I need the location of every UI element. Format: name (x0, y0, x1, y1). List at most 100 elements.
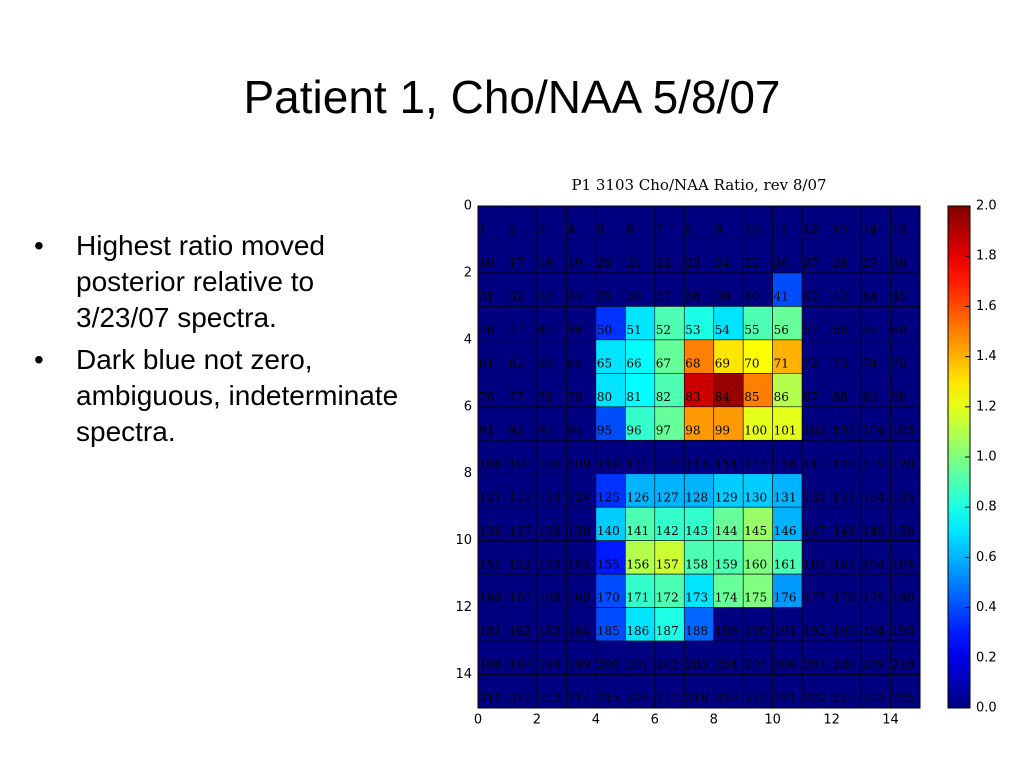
cell-label: 136 (479, 524, 502, 538)
cell-label: 131 (774, 490, 797, 504)
cell-label: 85 (744, 390, 759, 404)
heatmap-cell (713, 339, 744, 374)
cell-label: 152 (508, 557, 531, 571)
cell-label: 23 (685, 256, 700, 270)
heatmap-cell (595, 239, 626, 274)
x-tick-label: 2 (533, 713, 541, 728)
cell-label: 113 (685, 457, 708, 471)
cell-label: 91 (479, 423, 494, 437)
cell-label: 7 (656, 223, 664, 237)
heatmap-cell (566, 272, 597, 307)
cell-label: 9 (715, 223, 723, 237)
cell-label: 89 (862, 390, 877, 404)
heatmap-cell (507, 540, 538, 575)
cell-label: 11 (774, 223, 789, 237)
heatmap-cell (772, 205, 803, 240)
cell-label: 191 (774, 624, 797, 638)
heatmap-cell (801, 439, 832, 475)
y-tick-label: 14 (455, 667, 472, 682)
cell-label: 208 (833, 658, 856, 672)
heatmap-cell (772, 674, 803, 709)
heatmap-cell (477, 306, 508, 341)
cell-label: 162 (803, 557, 826, 571)
cell-label: 21 (626, 256, 641, 270)
y-tick-label: 6 (464, 399, 472, 414)
cell-label: 71 (774, 356, 789, 370)
colorbar-tick-label: 1.6 (976, 299, 997, 314)
cell-label: 190 (744, 624, 767, 638)
cell-label: 44 (862, 290, 878, 304)
heatmap-cell (625, 674, 656, 709)
heatmap-cell (831, 640, 862, 675)
heatmap-cell (507, 506, 538, 541)
cell-label: 122 (508, 490, 531, 504)
heatmap-cell (683, 373, 715, 408)
heatmap-cell (831, 205, 862, 240)
cell-label: 173 (685, 591, 708, 605)
cell-label: 188 (685, 624, 708, 638)
cell-label: 194 (862, 624, 885, 638)
heatmap-cell (654, 239, 685, 274)
cell-label: 30 (892, 256, 907, 270)
heatmap-cell (536, 306, 567, 341)
cell-label: 172 (656, 591, 679, 605)
cell-label: 66 (626, 356, 641, 370)
heatmap-cell (536, 439, 567, 475)
heatmap-cell (772, 640, 803, 675)
cell-label: 210 (892, 658, 915, 672)
y-tick-label: 8 (464, 466, 472, 481)
cell-label: 180 (892, 591, 915, 605)
cell-label: 193 (833, 624, 856, 638)
cell-label: 41 (774, 290, 789, 304)
heatmap-cell (654, 473, 685, 508)
chart-title: P1 3103 Cho/NAA Ratio, rev 8/07 (571, 176, 826, 194)
cell-label: 154 (567, 557, 590, 571)
cell-label: 176 (774, 591, 797, 605)
heatmap-cell (890, 272, 921, 307)
cell-label: 98 (685, 423, 700, 437)
heatmap-cell (742, 640, 773, 675)
heatmap-cell (801, 339, 832, 374)
cell-label: 84 (715, 390, 731, 404)
cell-label: 118 (833, 457, 856, 471)
heatmap-cell (742, 406, 773, 441)
heatmap-cell (654, 406, 685, 441)
heatmap-cell (772, 272, 803, 307)
cell-label: 142 (656, 524, 679, 538)
heatmap-cell (654, 573, 685, 608)
colorbar-tick-label: 1.4 (976, 349, 997, 364)
cell-label: 177 (803, 591, 826, 605)
heatmap-cell (831, 272, 862, 307)
heatmap-cell (654, 272, 685, 307)
cell-label: 214 (567, 691, 590, 705)
heatmap-cell (683, 607, 715, 642)
heatmap-cell (507, 239, 538, 274)
heatmap-cell (713, 306, 744, 341)
cell-label: 24 (715, 256, 731, 270)
heatmap-cell (536, 506, 567, 541)
heatmap-cell (801, 506, 832, 541)
heatmap-cell (713, 573, 744, 608)
heatmap-cell (772, 506, 803, 541)
heatmap-cell (507, 272, 538, 307)
cell-label: 119 (862, 457, 885, 471)
cell-label: 123 (538, 490, 561, 504)
heatmap-cell (536, 573, 567, 608)
cell-label: 83 (685, 390, 700, 404)
cell-label: 159 (715, 557, 738, 571)
cell-label: 5 (597, 223, 605, 237)
cell-label: 203 (685, 658, 708, 672)
cell-label: 59 (862, 323, 877, 337)
cell-label: 174 (715, 591, 738, 605)
cell-label: 14 (862, 223, 878, 237)
cell-label: 155 (597, 557, 620, 571)
cell-label: 212 (508, 691, 531, 705)
cell-label: 161 (774, 557, 797, 571)
heatmap-cell (625, 573, 656, 608)
heatmap-cell (595, 205, 626, 240)
heatmap-cell (801, 640, 832, 675)
cell-label: 75 (892, 356, 907, 370)
heatmap-cell (713, 439, 744, 475)
cell-label: 33 (538, 290, 553, 304)
